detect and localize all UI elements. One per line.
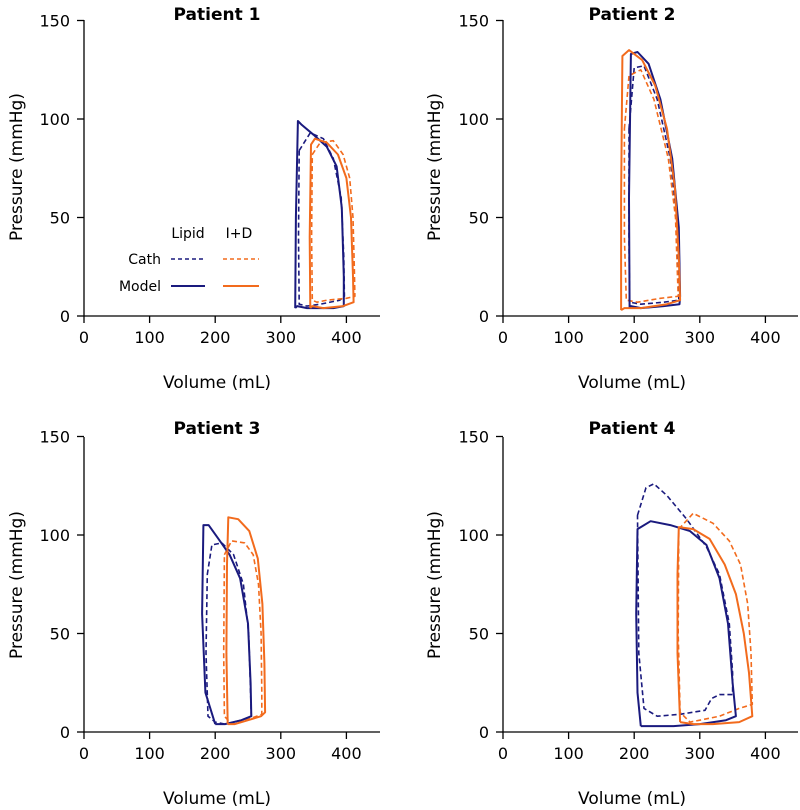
x-tick-label: 200 [619,744,650,763]
series-lipid-model [294,120,345,310]
x-tick-label: 100 [134,744,165,763]
x-axis-label: Volume (mL) [578,789,686,809]
x-tick-label: 200 [200,328,231,347]
panel-patient-3: Patient 3 Pressure (mmHg) Volume (mL) 0 1… [7,419,380,809]
series-i-d-cath [623,69,679,303]
x-tick-label: 200 [200,744,231,763]
y-tick-label: 50 [469,209,489,228]
x-tick-label: 100 [553,744,584,763]
y-axis-label: Pressure (mmHg) [7,93,27,241]
x-tick-label: 100 [553,328,584,347]
y-tick-label: 0 [479,307,489,326]
panel-patient-2: Patient 2 Pressure (mmHg) Volume (mL) 0 1… [425,5,798,393]
y-tick-label: 150 [458,12,489,31]
axis-lines [502,20,798,317]
x-tick-label: 300 [685,328,716,347]
legend-col-id: I+D [226,226,253,242]
panel-patient-1: Patient 1 Pressure (mmHg) Volume (mL) 0 1… [7,5,380,393]
legend-row-cath: Cath [128,252,161,268]
series-lipid-cath [636,483,734,717]
series-i-d-cath [222,540,263,725]
y-tick-label: 100 [458,110,489,129]
x-tick-label: 300 [266,744,297,763]
legend-row-model: Model [119,279,161,295]
y-axis-label: Pressure (mmHg) [425,93,445,241]
x-axis-label: Volume (mL) [163,789,271,809]
panel-title: Patient 3 [174,419,261,439]
x-tick-label: 300 [685,744,716,763]
y-tick-label: 50 [50,209,70,228]
x-tick-label: 100 [134,328,165,347]
y-tick-label: 150 [39,12,70,31]
x-axis-label: Volume (mL) [163,373,271,393]
y-tick-label: 150 [39,428,70,447]
series-lipid-cath [297,132,346,307]
x-tick-label: 400 [750,328,781,347]
series-lipid-model [201,524,253,726]
y-tick-label: 50 [469,625,489,644]
panel-patient-4: Patient 4 Pressure (mmHg) Volume (mL) 0 1… [425,419,798,809]
y-tick-label: 100 [39,526,70,545]
x-tick-label: 300 [266,328,297,347]
x-tick-label: 0 [498,744,508,763]
y-tick-label: 100 [39,110,70,129]
x-tick-label: 200 [619,328,650,347]
panel-title: Patient 4 [589,419,676,439]
legend: Lipid I+D Cath Model [119,226,259,295]
y-tick-label: 100 [458,526,489,545]
panel-title: Patient 2 [589,5,676,25]
y-tick-label: 0 [60,723,70,742]
x-tick-label: 400 [750,744,781,763]
y-axis-label: Pressure (mmHg) [425,511,445,659]
series-i-d-model [676,526,754,726]
axis-lines [83,20,380,317]
panel-title: Patient 1 [174,5,261,25]
x-tick-label: 0 [79,744,89,763]
series-lipid-model [635,520,737,728]
legend-col-lipid: Lipid [171,226,204,242]
series-i-d-model [308,137,355,310]
y-tick-label: 0 [479,723,489,742]
axis-lines [502,437,798,733]
x-axis-label: Volume (mL) [578,373,686,393]
series-i-d-model [620,49,682,311]
y-tick-label: 0 [60,307,70,326]
x-tick-label: 400 [331,328,362,347]
series-i-d-cath [310,139,356,303]
series-i-d-model [225,516,267,726]
y-tick-label: 50 [50,625,70,644]
y-tick-label: 150 [458,428,489,447]
x-tick-label: 0 [79,328,89,347]
x-tick-label: 0 [498,328,508,347]
axis-lines [83,437,380,733]
series-lipid-cath [205,542,253,725]
y-axis-label: Pressure (mmHg) [7,511,27,659]
x-tick-label: 400 [331,744,362,763]
